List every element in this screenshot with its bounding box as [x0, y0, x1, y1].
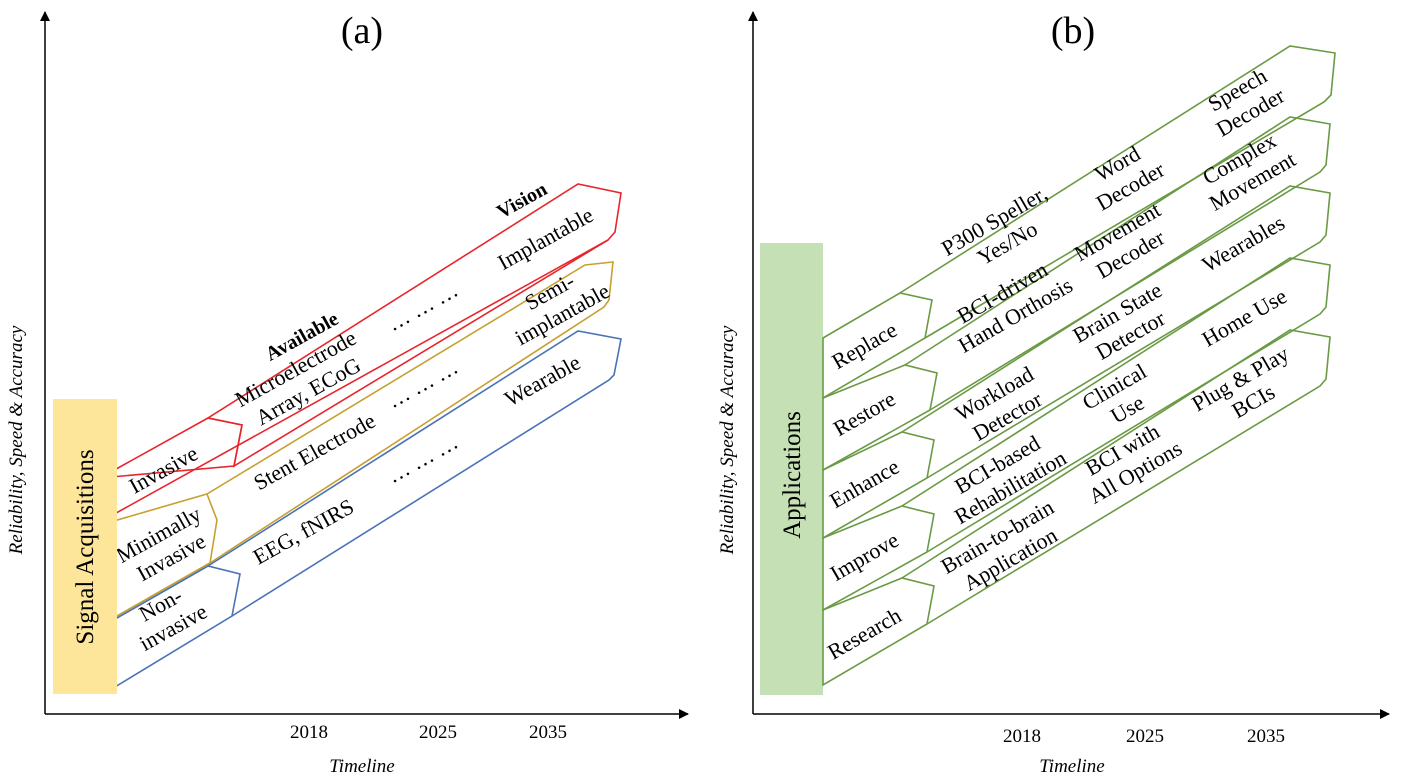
replace-arrow — [899, 45, 1336, 339]
panel-b-year-2025: 2025 — [1126, 726, 1164, 747]
panel-a-title: (a) — [341, 10, 383, 52]
improve-arrow — [901, 257, 1331, 553]
restore-item-1: BCI-driven Hand Orthosis — [953, 257, 1077, 358]
noninvasive-item-3: Wearable — [500, 350, 584, 412]
panel-a-year-2018: 2018 — [290, 722, 328, 743]
panel-b-year-2035: 2035 — [1247, 726, 1285, 747]
invasive-lower-edge — [99, 239, 609, 523]
panel-a-year-2035: 2035 — [529, 722, 567, 743]
restore-arrow — [904, 116, 1331, 411]
panel-b-year-2018: 2018 — [1003, 726, 1041, 747]
panel-b: (b) Reliability, Speed & Accuracy Timeli… — [717, 10, 1390, 777]
replace-label: Replace — [827, 317, 901, 374]
panel-a-y-axis-label: Reliability, Speed & Accuracy — [6, 325, 27, 555]
research-chevron — [822, 577, 935, 687]
invasive-arrow — [205, 183, 622, 468]
research-item-3: Plug & Play BCIs — [1187, 341, 1293, 423]
restore-chevron — [822, 364, 938, 472]
noninvasive-label: Non- invasive — [135, 583, 212, 656]
enhance-chevron — [822, 431, 935, 540]
panel-a-x-axis-label: Timeline — [329, 756, 394, 777]
minimally-invasive-row: Minimally Invasive Stent Electrode … … …… — [99, 261, 614, 622]
panel-a-year-2025: 2025 — [419, 722, 457, 743]
minimally-label: Minimally Invasive — [112, 501, 210, 586]
signal-acquisitions-label: Signal Acquisitions — [72, 449, 99, 644]
research-arrow — [901, 329, 1331, 625]
research-item-2: BCI with All Options — [1081, 418, 1186, 508]
minimally-arrow — [206, 261, 614, 564]
signal-acquisitions-box — [53, 399, 117, 694]
applications-label: Applications — [779, 411, 806, 539]
vision-label: Vision — [493, 178, 551, 223]
minimally-lower-edge — [109, 562, 211, 621]
noninvasive-arrow — [207, 330, 622, 617]
panel-b-title: (b) — [1051, 10, 1095, 52]
improve-item-3: Home Use — [1198, 283, 1291, 351]
enhance-item-1: Workload Detector — [951, 361, 1047, 446]
applications-box — [760, 243, 823, 695]
research-label: Research — [823, 603, 905, 665]
replace-item-3: Speech Decoder — [1203, 63, 1289, 142]
replace-chevron — [822, 292, 933, 400]
improve-label: Improve — [826, 527, 903, 586]
panel-b-y-axis-label: Reliability, Speed & Accuracy — [717, 325, 738, 555]
improve-chevron — [822, 505, 935, 612]
panel-b-x-axis-label: Timeline — [1039, 756, 1104, 777]
restore-item-2: Movement Decoder — [1070, 197, 1170, 284]
restore-item-3: Complex Movement — [1198, 128, 1300, 216]
panel-a: (a) Reliability, Speed & Accuracy Timeli… — [6, 10, 689, 777]
